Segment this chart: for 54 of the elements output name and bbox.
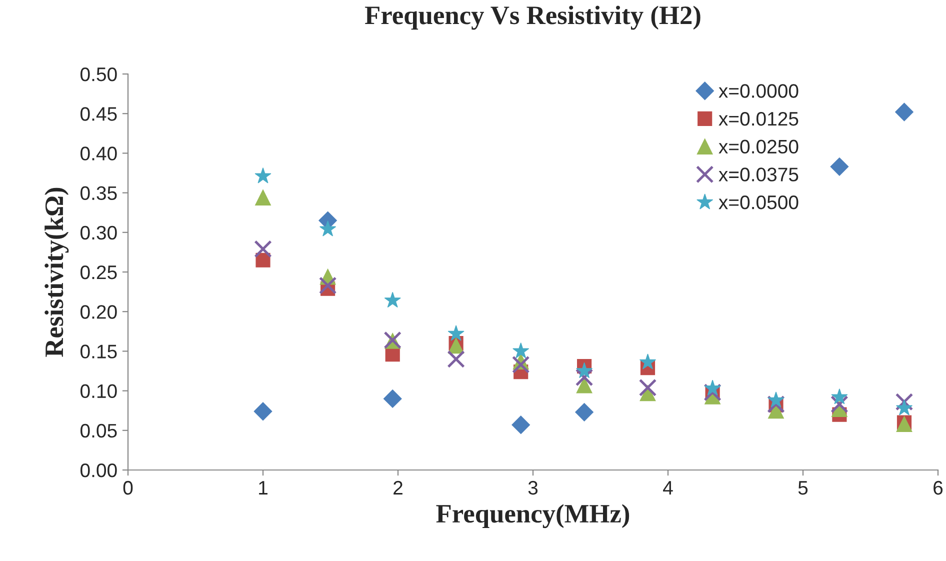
point	[448, 325, 464, 341]
y-tick-label: 0.15	[80, 344, 117, 358]
legend-label: x=0.0375	[718, 168, 798, 182]
point	[895, 393, 914, 411]
point	[448, 338, 464, 354]
legend-label: x=0.0250	[718, 140, 798, 154]
y-tick-label: 0.50	[80, 67, 117, 82]
y-tick-label: 0.35	[80, 186, 117, 200]
point	[255, 190, 271, 206]
point	[576, 377, 592, 394]
point	[320, 220, 336, 236]
point	[383, 390, 402, 408]
point	[447, 350, 465, 368]
legend-label: x=0.0000	[718, 84, 798, 98]
point	[576, 362, 593, 378]
chart-title: Frequency Vs Resistivity (H2)	[364, 6, 700, 30]
y-tick-label: 0.40	[80, 146, 117, 160]
legend-label: x=0.0125	[718, 112, 798, 126]
point	[575, 368, 594, 386]
point	[512, 416, 530, 434]
point	[638, 378, 657, 397]
point	[896, 400, 913, 416]
point	[512, 342, 530, 358]
x-tick-label: 3	[528, 480, 538, 495]
x-tick-label: 4	[663, 481, 673, 495]
x-tick-label: 1	[259, 481, 268, 495]
legend-label: x=0.0500	[718, 195, 798, 210]
point	[768, 392, 784, 408]
point	[318, 276, 337, 294]
y-tick-label: 0.25	[80, 265, 117, 280]
point	[512, 356, 530, 374]
point	[575, 402, 594, 422]
point	[704, 380, 721, 396]
point	[254, 167, 272, 184]
y-tick-label: 0.10	[80, 384, 117, 398]
point	[831, 388, 848, 404]
x-tick-label: 6	[934, 480, 943, 495]
y-tick-label: 0.20	[80, 305, 117, 319]
point	[254, 402, 272, 421]
x-tick-label: 2	[394, 480, 402, 495]
x-tick-label: 0	[123, 480, 133, 495]
y-tick-label: 0.00	[80, 463, 117, 478]
point	[830, 395, 848, 414]
y-tick-label: 0.05	[80, 424, 117, 438]
x-axis-title: Frequency(MHz)	[436, 504, 630, 528]
point	[895, 102, 914, 122]
y-tick-label: 0.30	[80, 226, 117, 240]
point	[830, 157, 849, 176]
point	[254, 240, 272, 258]
y-tick-label: 0.45	[80, 107, 117, 121]
point	[639, 354, 656, 370]
x-tick-label: 5	[798, 481, 808, 495]
y-axis-title: Resistivity(kΩ)	[44, 188, 69, 357]
point	[384, 292, 401, 308]
